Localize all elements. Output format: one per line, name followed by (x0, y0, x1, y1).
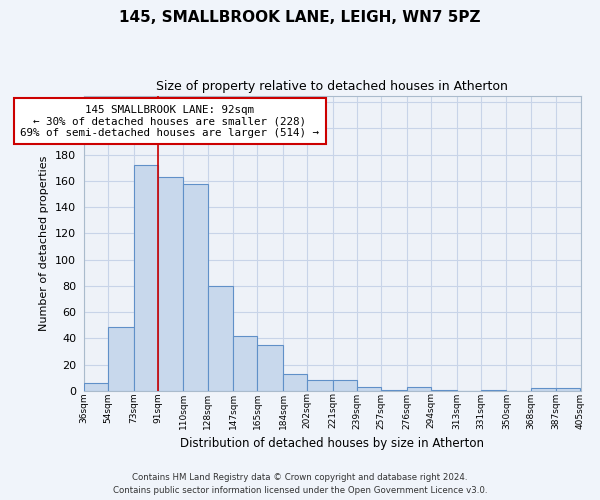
Bar (184, 184, 208, 391)
Bar (481, 390, 506, 391)
Bar (208, 286, 233, 391)
Bar (333, 380, 357, 391)
Bar (84, 383, 108, 391)
X-axis label: Distribution of detached houses by size in Atherton: Distribution of detached houses by size … (180, 437, 484, 450)
Bar (556, 388, 580, 391)
Bar (233, 336, 257, 391)
Bar (108, 326, 134, 391)
Bar (407, 387, 431, 391)
Bar (283, 374, 307, 391)
Bar (382, 390, 407, 391)
Bar (431, 390, 457, 391)
Bar (307, 380, 333, 391)
Text: 145, SMALLBROOK LANE, LEIGH, WN7 5PZ: 145, SMALLBROOK LANE, LEIGH, WN7 5PZ (119, 10, 481, 25)
Text: Contains HM Land Registry data © Crown copyright and database right 2024.
Contai: Contains HM Land Registry data © Crown c… (113, 474, 487, 495)
Text: 145 SMALLBROOK LANE: 92sqm
← 30% of detached houses are smaller (228)
69% of sem: 145 SMALLBROOK LANE: 92sqm ← 30% of deta… (20, 104, 319, 138)
Y-axis label: Number of detached properties: Number of detached properties (40, 156, 49, 331)
Bar (357, 387, 382, 391)
Title: Size of property relative to detached houses in Atherton: Size of property relative to detached ho… (156, 80, 508, 93)
Bar (158, 177, 184, 391)
Bar (257, 345, 283, 391)
Bar (531, 388, 556, 391)
Bar (134, 165, 158, 391)
